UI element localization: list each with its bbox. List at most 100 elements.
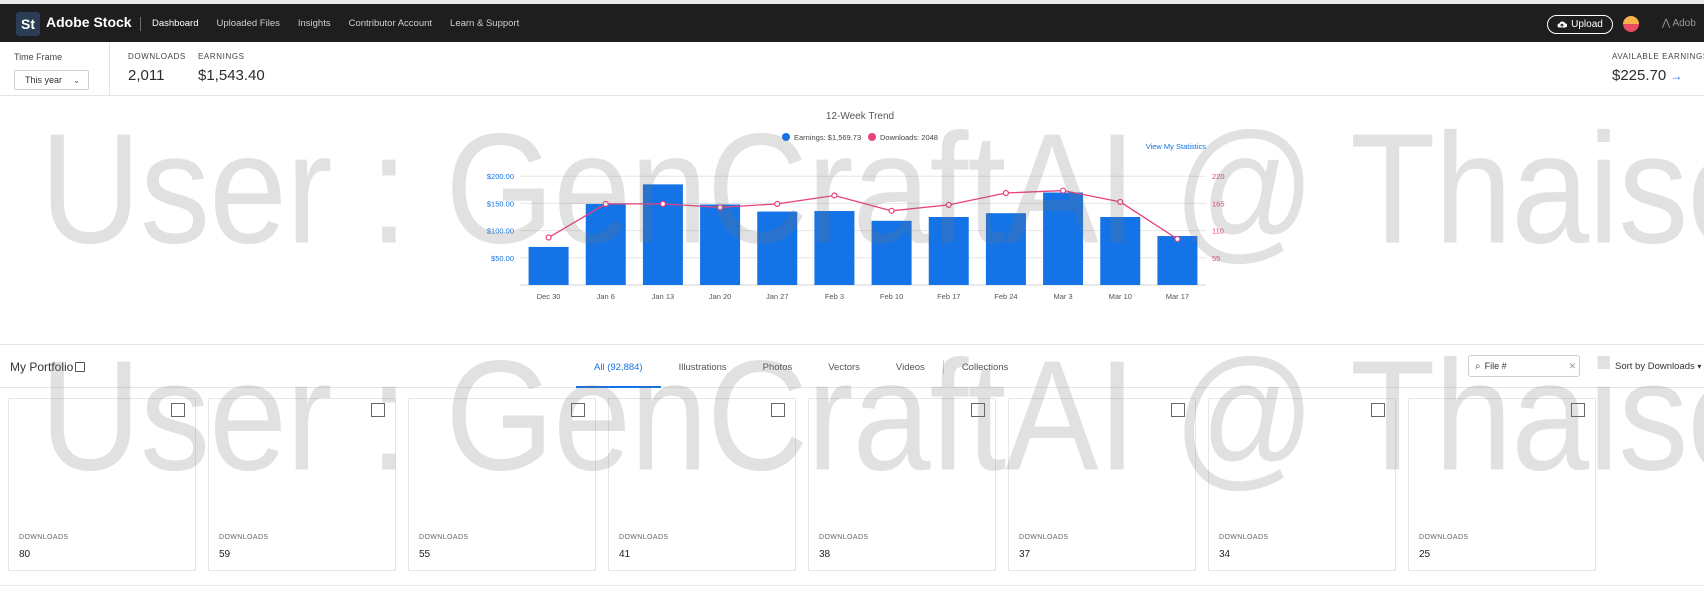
select-checkbox[interactable] xyxy=(571,403,585,417)
legend-downloads: Downloads: 2048 xyxy=(880,133,938,142)
nav-insights[interactable]: Insights xyxy=(297,18,331,29)
time-frame-value: This year xyxy=(25,75,63,85)
sort-dropdown[interactable]: Sort by Downloads ▾ xyxy=(1615,361,1701,372)
nav-dashboard[interactable]: Dashboard xyxy=(152,18,199,29)
tab-photos[interactable]: Photos xyxy=(762,361,793,373)
earnings-bar xyxy=(1100,217,1141,285)
downloads-point xyxy=(1059,187,1067,194)
asset-card[interactable]: DOWNLOADS 34 xyxy=(1208,398,1396,571)
x-tick-label: Mar 17 xyxy=(1166,292,1189,301)
adobe-label: Adob xyxy=(1672,18,1696,29)
file-search-input[interactable] xyxy=(1484,361,1565,371)
downloads-point xyxy=(1117,198,1124,206)
x-tick-label: Feb 24 xyxy=(994,292,1017,301)
main-nav: Dashboard Uploaded Files Insights Contri… xyxy=(152,18,519,29)
nav-learn-support[interactable]: Learn & Support xyxy=(450,18,520,29)
adobe-stock-logo[interactable]: St xyxy=(16,12,40,36)
chart-title: 12-Week Trend xyxy=(826,111,894,122)
downloads-tick-label: 110 xyxy=(1212,227,1224,236)
asset-card[interactable]: DOWNLOADS 38 xyxy=(808,398,996,571)
legend-earnings: Earnings: $1,569.73 xyxy=(794,133,861,142)
upload-cloud-icon xyxy=(1557,21,1568,28)
downloads-label: DOWNLOADS xyxy=(128,52,186,61)
downloads-point xyxy=(545,234,552,241)
time-frame-select[interactable]: This year ⌄ xyxy=(14,70,89,90)
earnings-bar xyxy=(585,203,626,285)
external-link-icon[interactable] xyxy=(75,362,85,372)
earnings-summary: Time Frame This year ⌄ DOWNLOADS 2,011 E… xyxy=(0,42,1704,96)
clear-icon[interactable]: ✕ xyxy=(1568,360,1577,371)
earnings-bar xyxy=(528,246,569,285)
nav-uploaded-files[interactable]: Uploaded Files xyxy=(216,18,280,29)
earnings-label: EARNINGS xyxy=(198,52,245,61)
earnings-tick-label: $100.00 xyxy=(487,227,514,236)
select-checkbox[interactable] xyxy=(371,403,385,417)
select-checkbox[interactable] xyxy=(1571,403,1585,417)
asset-card[interactable]: DOWNLOADS 41 xyxy=(608,398,796,571)
select-checkbox[interactable] xyxy=(1171,403,1185,417)
x-tick-label: Jan 6 xyxy=(597,292,615,301)
downloads-point xyxy=(888,207,895,214)
x-tick-label: Feb 10 xyxy=(880,292,903,301)
asset-card[interactable]: DOWNLOADS 37 xyxy=(1008,398,1196,571)
tab-vectors[interactable]: Vectors xyxy=(828,361,860,373)
portfolio-title: My Portfolio xyxy=(10,360,74,374)
tab-separator xyxy=(942,360,944,374)
earnings-bar xyxy=(1043,192,1084,285)
earnings-bar xyxy=(757,211,798,285)
user-avatar[interactable] xyxy=(1623,16,1639,32)
nav-contributor-account[interactable]: Contributor Account xyxy=(348,18,433,29)
x-tick-label: Jan 20 xyxy=(709,292,732,301)
legend-downloads-marker xyxy=(868,133,876,141)
earnings-bar xyxy=(871,220,912,285)
downloads-tick-label: 55 xyxy=(1212,254,1220,263)
available-earnings-value: $225.70 → xyxy=(1612,67,1704,84)
nav-divider xyxy=(140,17,141,31)
downloads-tick-label: 165 xyxy=(1212,199,1225,208)
file-search[interactable]: ⌕ ✕ xyxy=(1468,355,1580,377)
earnings-bar xyxy=(985,213,1026,285)
select-checkbox[interactable] xyxy=(971,403,985,417)
sort-label: Sort by Downloads xyxy=(1615,361,1695,372)
available-earnings[interactable]: AVAILABLE EARNINGS $225.70 → xyxy=(1612,52,1704,84)
downloads-count: 34 xyxy=(1219,549,1231,560)
downloads-count: 55 xyxy=(419,549,431,560)
adobe-logo-icon: ⋀ xyxy=(1662,18,1671,29)
x-tick-label: Jan 27 xyxy=(766,292,789,301)
earnings-bar xyxy=(642,184,683,285)
available-earnings-amount: $225.70 xyxy=(1612,67,1667,84)
summary-divider xyxy=(109,42,110,96)
downloads-series-line xyxy=(548,189,1178,240)
x-axis-labels: Dec 30 Jan 6 Jan 13 Jan 20 Jan 27 Feb 3 Feb 10… xyxy=(537,292,1189,301)
select-checkbox[interactable] xyxy=(771,403,785,417)
earnings-tick-label: $50.00 xyxy=(491,254,514,263)
downloads-point xyxy=(945,201,952,208)
brand-name[interactable]: Adobe Stock xyxy=(46,14,132,30)
adobe-menu[interactable]: ⋀ Adob xyxy=(1662,18,1696,29)
tab-illustrations[interactable]: Illustrations xyxy=(678,361,727,373)
downloads-label: DOWNLOADS xyxy=(619,534,669,541)
portfolio-grid: DOWNLOADS 80 DOWNLOADS 59 DOWNLOADS 55 DOWN… xyxy=(8,398,1596,571)
top-navigation-bar: St Adobe Stock Dashboard Uploaded Files … xyxy=(0,0,1704,42)
asset-card[interactable]: DOWNLOADS 55 xyxy=(408,398,596,571)
select-checkbox[interactable] xyxy=(171,403,185,417)
select-checkbox[interactable] xyxy=(1371,403,1385,417)
time-frame-label: Time Frame xyxy=(14,52,63,62)
downloads-point xyxy=(659,200,667,207)
downloads-label: DOWNLOADS xyxy=(419,534,469,541)
tab-all[interactable]: All (92,884) xyxy=(576,346,661,388)
upload-button[interactable]: Upload xyxy=(1547,15,1613,34)
earnings-bar xyxy=(1157,236,1198,285)
downloads-count: 41 xyxy=(619,549,631,560)
tab-collections[interactable]: Collections xyxy=(961,361,1009,373)
downloads-label: DOWNLOADS xyxy=(1419,534,1469,541)
asset-card[interactable]: DOWNLOADS 59 xyxy=(208,398,396,571)
earnings-tick-label: $200.00 xyxy=(487,172,514,181)
downloads-label: DOWNLOADS xyxy=(1019,534,1069,541)
asset-card[interactable]: DOWNLOADS 25 xyxy=(1408,398,1596,571)
asset-card[interactable]: DOWNLOADS 80 xyxy=(8,398,196,571)
earnings-bar xyxy=(928,217,969,285)
view-statistics-link[interactable]: View My Statistics xyxy=(1146,142,1207,151)
available-earnings-label: AVAILABLE EARNINGS xyxy=(1612,52,1704,61)
tab-videos[interactable]: Videos xyxy=(895,361,925,373)
